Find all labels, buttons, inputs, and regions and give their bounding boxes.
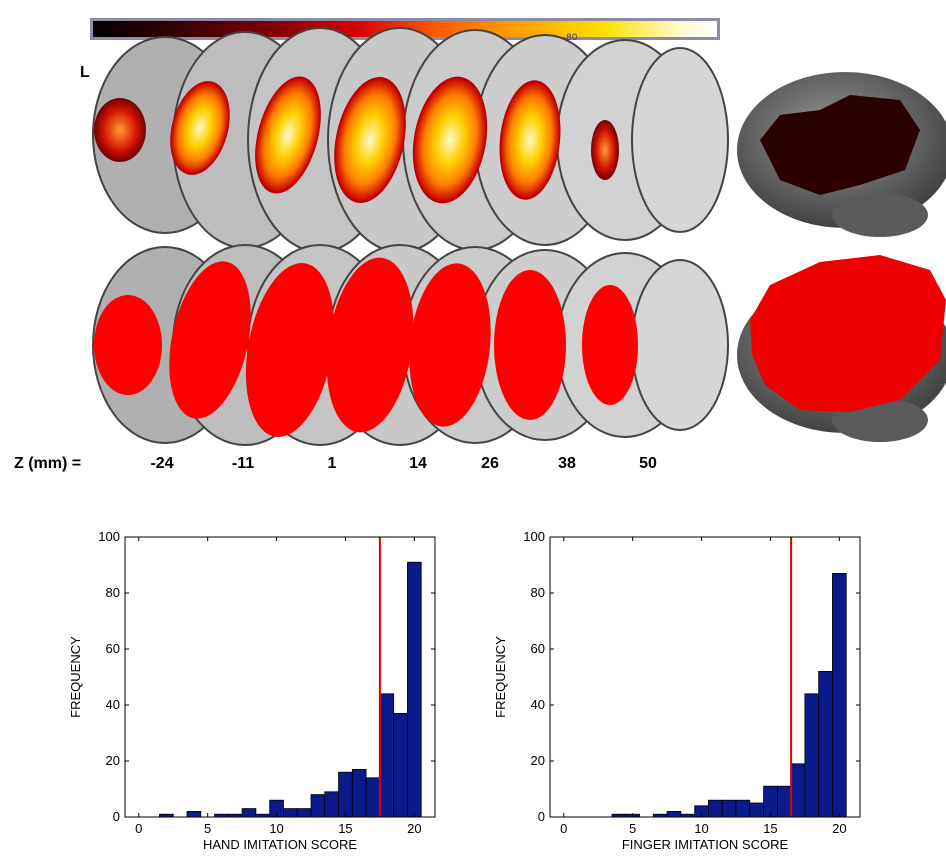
z-value: -24 bbox=[150, 455, 174, 472]
y-axis-label: FREQUENCY bbox=[68, 636, 83, 718]
histogram-bar bbox=[804, 693, 820, 818]
histogram-bar bbox=[296, 808, 312, 818]
x-axis-label: HAND IMITATION SCORE bbox=[203, 837, 357, 852]
y-tick-label: 0 bbox=[113, 809, 120, 824]
z-value: 1 bbox=[327, 455, 337, 472]
histogram-bar bbox=[186, 810, 202, 818]
y-tick-label: 80 bbox=[106, 585, 120, 600]
z-value: -11 bbox=[231, 455, 255, 472]
histogram-bar bbox=[393, 712, 408, 818]
brain-3d-overlap bbox=[737, 72, 946, 237]
overlap-blob bbox=[591, 120, 619, 180]
y-tick-label: 60 bbox=[531, 641, 545, 656]
y-tick-label: 60 bbox=[106, 641, 120, 656]
histogram-bar bbox=[790, 763, 806, 818]
histogram-bar bbox=[818, 670, 833, 818]
x-tick-label: 5 bbox=[629, 821, 636, 836]
x-tick-label: 10 bbox=[694, 821, 708, 836]
left-hemisphere-label: L bbox=[80, 64, 90, 81]
y-tick-label: 100 bbox=[523, 529, 545, 544]
histogram-bar bbox=[735, 799, 751, 818]
overlap-blob bbox=[412, 76, 488, 204]
overlap-blob bbox=[170, 81, 230, 175]
colorbar-tick: 80 bbox=[566, 33, 578, 43]
histogram-bar bbox=[351, 768, 367, 818]
overlap-blob bbox=[334, 77, 406, 203]
plot-frame bbox=[549, 536, 861, 818]
histogram-bar bbox=[365, 777, 381, 818]
axial-slice bbox=[631, 47, 729, 233]
y-axis-label: FREQUENCY bbox=[493, 636, 508, 718]
y-tick-label: 20 bbox=[106, 753, 120, 768]
histogram-bar bbox=[310, 794, 326, 818]
z-value: 26 bbox=[481, 455, 499, 472]
x-tick-label: 5 bbox=[204, 821, 211, 836]
brain-3d-cerebellum bbox=[832, 193, 928, 237]
lesion-overlap-row bbox=[92, 27, 729, 253]
x-tick-label: 15 bbox=[763, 821, 777, 836]
histogram-bar bbox=[832, 573, 847, 818]
z-value: 50 bbox=[639, 455, 657, 472]
overlap-blob bbox=[255, 76, 321, 194]
plot-frame bbox=[124, 536, 436, 818]
histogram-bar bbox=[324, 791, 339, 818]
lesion-mask bbox=[409, 263, 491, 427]
histogram-bar bbox=[407, 561, 422, 818]
brain-slices-figure bbox=[92, 27, 946, 446]
y-tick-label: 80 bbox=[531, 585, 545, 600]
histogram-bar bbox=[379, 693, 395, 818]
y-tick-label: 20 bbox=[531, 753, 545, 768]
histogram-bar bbox=[763, 785, 778, 818]
brain-3d-overlap-region bbox=[760, 95, 920, 195]
histogram-bar bbox=[338, 771, 353, 818]
y-tick-label: 100 bbox=[98, 529, 120, 544]
x-tick-label: 0 bbox=[560, 821, 567, 836]
z-value: 38 bbox=[558, 455, 576, 472]
lesion-mask bbox=[494, 270, 566, 420]
histogram-bar bbox=[776, 785, 792, 818]
histogram-bar bbox=[749, 802, 764, 818]
histogram-bar bbox=[241, 808, 257, 818]
x-tick-label: 0 bbox=[135, 821, 142, 836]
lesion-mask bbox=[582, 285, 638, 405]
z-axis-label: Z (mm) = bbox=[14, 455, 82, 472]
hand-imitation-histogram: 0 5 10 15 20 0 20 40 60 80 100 HAND IMITATION SCORE… bbox=[68, 529, 436, 852]
x-axis-label: FINGER IMITATION SCORE bbox=[622, 837, 789, 852]
lesion-mask bbox=[169, 261, 251, 419]
lesion-mask bbox=[245, 263, 335, 437]
y-tick-label: 40 bbox=[106, 697, 120, 712]
histogram-bar bbox=[708, 799, 723, 818]
x-tick-label: 20 bbox=[407, 821, 421, 836]
x-tick-label: 15 bbox=[338, 821, 352, 836]
y-tick-label: 40 bbox=[531, 697, 545, 712]
axial-slice bbox=[631, 259, 729, 431]
lesion-mask bbox=[94, 295, 162, 395]
brain-3d-extent bbox=[737, 255, 946, 442]
lesion-extent-row bbox=[92, 244, 729, 446]
overlap-blob bbox=[94, 98, 146, 162]
y-tick-label: 0 bbox=[538, 809, 545, 824]
x-tick-label: 10 bbox=[269, 821, 283, 836]
brain-3d-extent-region bbox=[750, 255, 946, 412]
lesion-mask bbox=[326, 257, 414, 433]
z-value: 14 bbox=[409, 455, 427, 472]
histogram-bar bbox=[721, 799, 737, 818]
x-tick-label: 20 bbox=[832, 821, 846, 836]
overlap-blob bbox=[499, 80, 561, 200]
histogram-bar bbox=[666, 810, 682, 818]
finger-imitation-histogram: 0 5 10 15 20 0 20 40 60 80 100 FINGER IMITATION SCO… bbox=[493, 529, 861, 852]
histogram-bar bbox=[283, 808, 298, 818]
